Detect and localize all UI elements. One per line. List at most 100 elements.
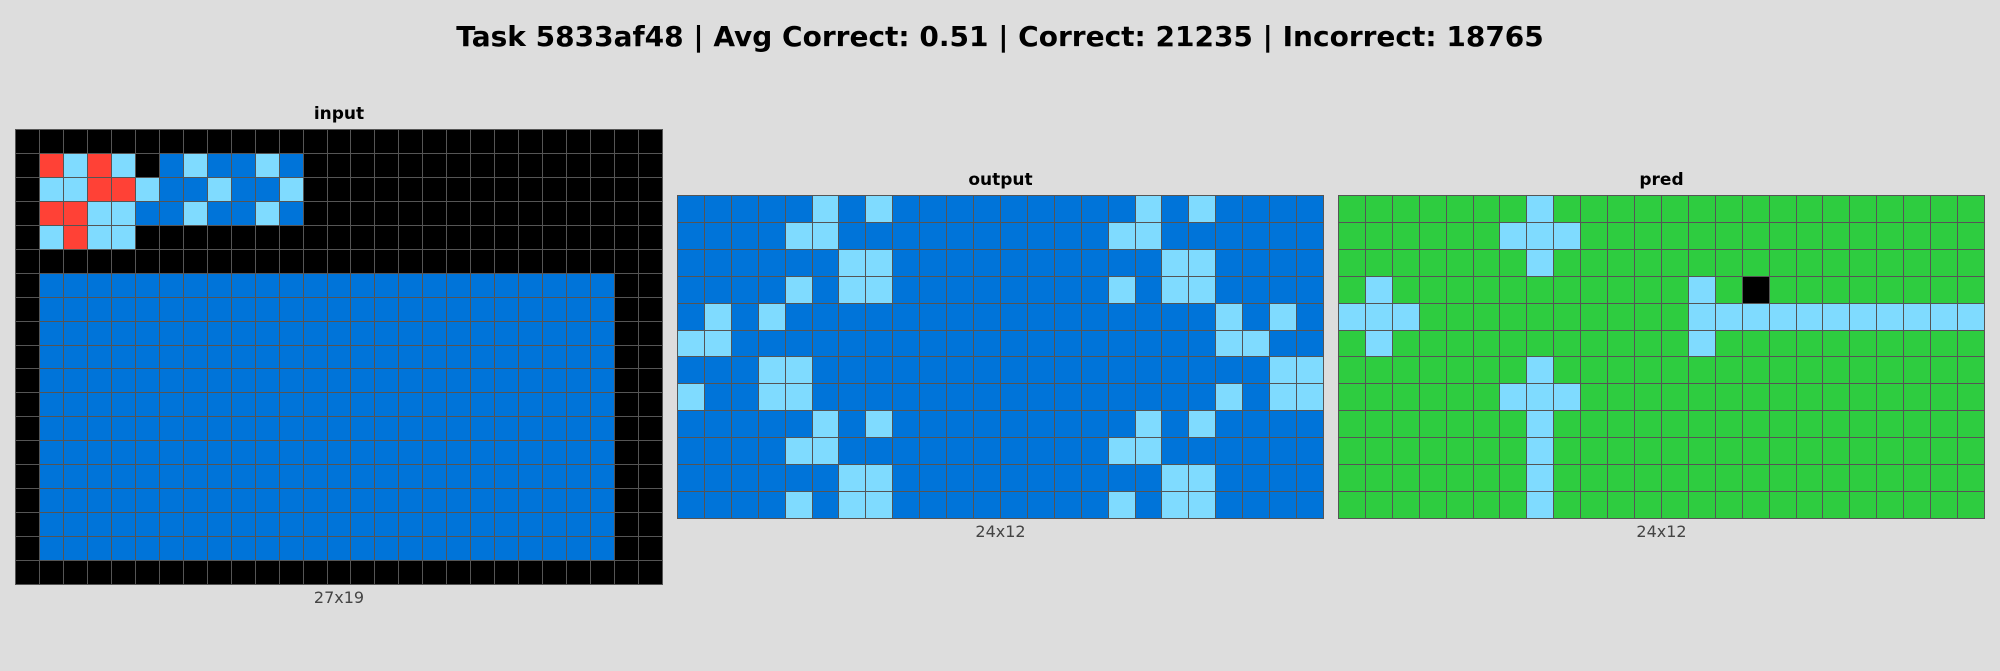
- input-cell: [471, 489, 495, 513]
- output-cell: [1000, 222, 1027, 249]
- pred-cell: [1904, 492, 1931, 518]
- output-cell: [1081, 465, 1108, 492]
- output-cell: [974, 411, 1000, 438]
- input-cell: [39, 273, 63, 297]
- pred-cell: [1581, 276, 1608, 303]
- input-cell: [255, 537, 279, 561]
- input-cell: [16, 369, 39, 393]
- output-cell: [812, 492, 839, 518]
- output-cell: [839, 330, 866, 357]
- input-cell: [207, 345, 231, 369]
- input-cell: [543, 249, 567, 273]
- input-cell: [495, 561, 519, 584]
- input-cell: [447, 297, 471, 321]
- input-cell: [111, 177, 135, 201]
- output-cell: [678, 303, 704, 330]
- input-cell: [543, 393, 567, 417]
- output-cell: [893, 249, 920, 276]
- output-cell: [678, 438, 704, 465]
- output-cell: [866, 249, 893, 276]
- input-cell: [183, 345, 207, 369]
- output-cell: [1189, 222, 1216, 249]
- input-cell: [63, 201, 87, 225]
- pred-cell: [1635, 276, 1661, 303]
- pred-cell: [1931, 465, 1958, 492]
- output-cell: [1216, 384, 1243, 411]
- pred-cell: [1958, 465, 1984, 492]
- output-cell: [704, 357, 731, 384]
- pred-cell: [1688, 357, 1715, 384]
- input-cell: [375, 369, 399, 393]
- pred-cell: [1446, 357, 1473, 384]
- pred-cell: [1554, 384, 1581, 411]
- pred-cell: [1339, 303, 1365, 330]
- pred-cell: [1823, 492, 1850, 518]
- pred-cell: [1823, 465, 1850, 492]
- input-cell: [471, 177, 495, 201]
- output-cell: [731, 303, 758, 330]
- output-cell: [1162, 222, 1189, 249]
- output-cell: [1297, 249, 1323, 276]
- input-cell: [135, 465, 159, 489]
- pred-cell: [1769, 303, 1796, 330]
- output-cell: [785, 411, 812, 438]
- output-cell: [731, 276, 758, 303]
- input-cell: [471, 153, 495, 177]
- pred-cell: [1661, 196, 1688, 222]
- pred-cell: [1661, 357, 1688, 384]
- pred-cell: [1715, 492, 1742, 518]
- pred-cell: [1877, 222, 1904, 249]
- output-cell: [1189, 438, 1216, 465]
- pred-cell: [1742, 384, 1769, 411]
- input-cell: [255, 153, 279, 177]
- output-cell: [1135, 411, 1162, 438]
- pred-cell: [1769, 249, 1796, 276]
- input-cell: [567, 177, 591, 201]
- input-cell: [135, 177, 159, 201]
- input-cell: [159, 130, 183, 153]
- output-cell: [758, 276, 785, 303]
- input-cell: [615, 225, 639, 249]
- output-cell: [1162, 249, 1189, 276]
- pred-cell: [1446, 384, 1473, 411]
- pred-cell: [1823, 438, 1850, 465]
- input-cell: [375, 513, 399, 537]
- output-cell: [678, 411, 704, 438]
- output-cell: [731, 438, 758, 465]
- pred-cell: [1527, 276, 1554, 303]
- input-cell: [231, 297, 255, 321]
- input-cell: [303, 345, 327, 369]
- input-cell: [16, 130, 39, 153]
- pred-cell: [1904, 196, 1931, 222]
- input-cell: [351, 130, 375, 153]
- output-cell: [947, 196, 974, 222]
- pred-cell: [1715, 438, 1742, 465]
- input-cell: [447, 465, 471, 489]
- input-cell: [231, 513, 255, 537]
- output-cell: [839, 438, 866, 465]
- output-cell: [1000, 276, 1027, 303]
- pred-cell: [1931, 249, 1958, 276]
- input-cell: [351, 153, 375, 177]
- pred-cell: [1661, 330, 1688, 357]
- output-cell: [1000, 411, 1027, 438]
- pred-cell: [1365, 303, 1392, 330]
- output-cell: [1000, 303, 1027, 330]
- input-cell: [111, 153, 135, 177]
- output-cell: [1162, 330, 1189, 357]
- input-cell: [16, 417, 39, 441]
- input-cell: [255, 297, 279, 321]
- input-cell: [303, 225, 327, 249]
- output-cell: [1297, 303, 1323, 330]
- input-cell: [255, 345, 279, 369]
- output-cell: [974, 196, 1000, 222]
- input-cell: [543, 177, 567, 201]
- input-cell: [183, 249, 207, 273]
- input-cell: [87, 153, 111, 177]
- input-cell: [39, 369, 63, 393]
- input-cell: [111, 465, 135, 489]
- output-cell: [1270, 303, 1297, 330]
- input-cell: [399, 177, 423, 201]
- output-cell: [1081, 196, 1108, 222]
- input-cell: [591, 441, 615, 465]
